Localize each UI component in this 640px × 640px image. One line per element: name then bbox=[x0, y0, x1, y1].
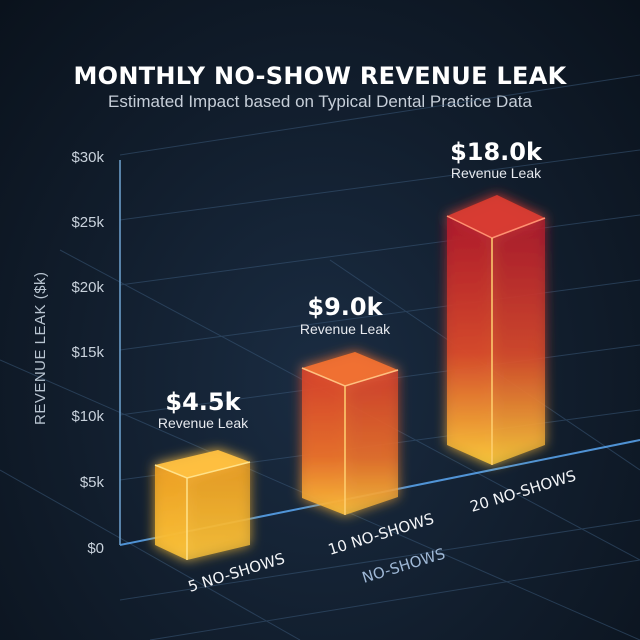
x-category-label: 20 NO-SHOWS bbox=[468, 467, 578, 516]
y-tick: $5k bbox=[80, 474, 105, 491]
bar-10-no-shows bbox=[301, 352, 399, 515]
bar-value-label: $9.0k bbox=[307, 293, 383, 321]
bar-20-no-shows bbox=[446, 195, 546, 465]
chart-subtitle: Estimated Impact based on Typical Dental… bbox=[108, 92, 532, 111]
bar-5-no-shows bbox=[154, 450, 251, 560]
bar-sub-label: Revenue Leak bbox=[451, 165, 542, 181]
y-axis-ticks: $0 $5k $10k $15k $20k $25k $30k bbox=[71, 149, 104, 557]
y-tick: $25k bbox=[71, 214, 104, 231]
y-tick: $10k bbox=[71, 408, 104, 425]
bar-sub-label: Revenue Leak bbox=[158, 415, 249, 431]
x-axis-label: NO-SHOWS bbox=[360, 545, 447, 587]
y-tick: $20k bbox=[71, 279, 104, 296]
y-tick: $15k bbox=[71, 344, 104, 361]
bar-value-label: $4.5k bbox=[165, 388, 241, 416]
y-axis-label: REVENUE LEAK ($k) bbox=[32, 271, 49, 425]
bar-sub-label: Revenue Leak bbox=[300, 321, 391, 337]
y-tick: $0 bbox=[87, 540, 104, 557]
y-tick: $30k bbox=[71, 149, 104, 166]
chart-title: MONTHLY NO-SHOW REVENUE LEAK bbox=[73, 62, 567, 90]
bar-value-label: $18.0k bbox=[450, 138, 543, 166]
